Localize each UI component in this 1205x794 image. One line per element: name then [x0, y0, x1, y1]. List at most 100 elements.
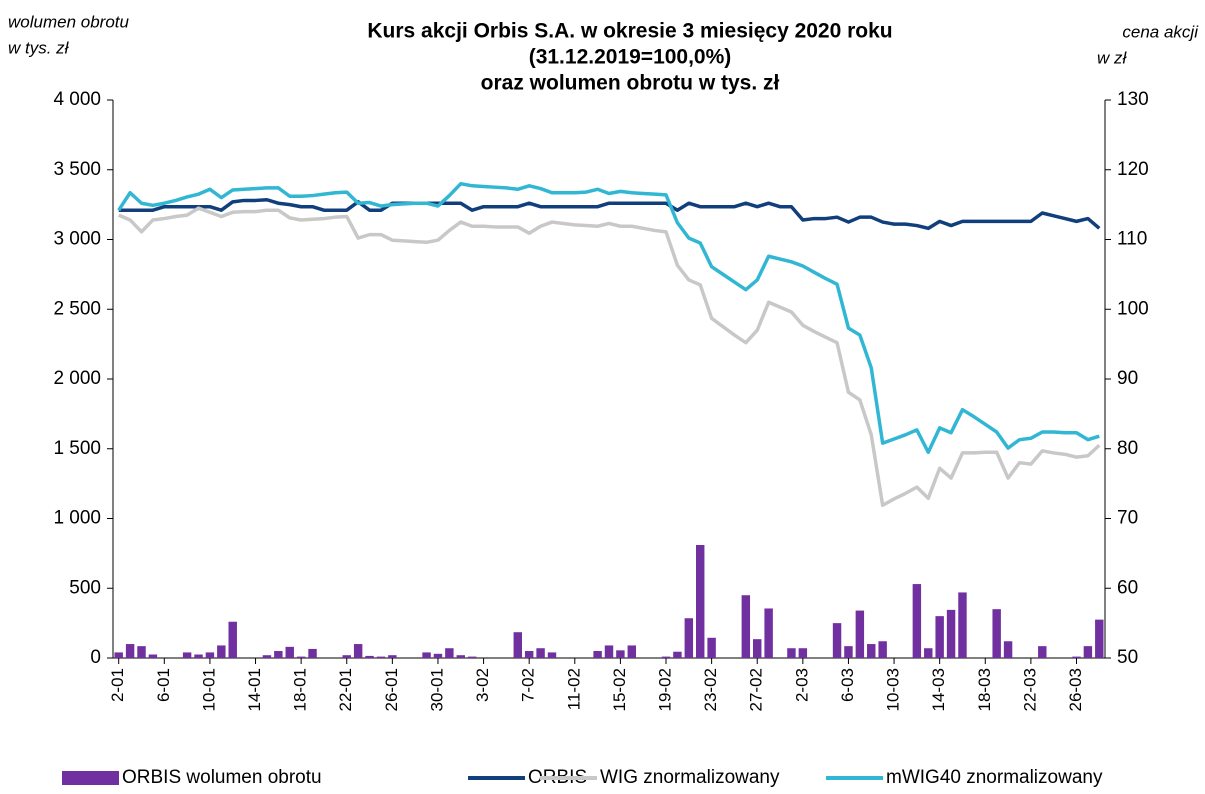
y-tick-label: 3 000 [53, 229, 101, 250]
bar [274, 651, 283, 658]
y-tick-label: 2 500 [53, 298, 101, 319]
x-tick-label: 30-01 [427, 668, 446, 711]
bar [376, 656, 386, 658]
bar [753, 639, 762, 658]
x-tick-label: 2-01 [108, 668, 127, 702]
bar [695, 545, 705, 658]
bar [536, 648, 545, 658]
bar [912, 584, 922, 658]
bar [114, 652, 123, 658]
bar [194, 654, 203, 658]
y2-tick-label: 120 [1117, 159, 1149, 180]
bar [547, 652, 557, 658]
x-tick-label: 14-03 [929, 668, 948, 711]
x-tick-label: 11-02 [564, 668, 583, 710]
y-tick-label: 4 000 [53, 89, 101, 110]
y2-tick-label: 90 [1117, 368, 1138, 389]
y-tick-label: 500 [69, 577, 101, 598]
x-tick-label: 14-01 [245, 668, 264, 711]
chart-title: (31.12.2019=100,0%) [529, 46, 732, 69]
bar [787, 648, 796, 658]
y2-tick-label: 100 [1117, 298, 1149, 319]
bar [456, 655, 465, 658]
y2-tick-label: 110 [1117, 229, 1147, 250]
y2-tick-label: 50 [1117, 647, 1138, 668]
x-tick-label: 10-01 [199, 668, 218, 711]
x-tick-label: 7-02 [519, 668, 538, 702]
x-tick-label: 6-01 [154, 668, 173, 702]
bar [445, 648, 454, 658]
y-axis-title: wolumen obrotu [8, 12, 130, 31]
bar [125, 644, 135, 658]
y-tick-label: 0 [90, 647, 101, 668]
y2-tick-label: 80 [1117, 438, 1138, 459]
y-axis-title: w tys. zł [8, 38, 70, 57]
bar [867, 644, 876, 658]
legend-swatch [62, 771, 119, 785]
x-tick-label: 15-02 [610, 668, 629, 711]
bar [228, 621, 237, 658]
bar [958, 592, 967, 658]
y2-tick-label: 60 [1117, 577, 1138, 598]
x-tick-label: 22-03 [1020, 668, 1039, 711]
x-tick-label: 26-03 [1066, 668, 1085, 711]
bar [205, 652, 215, 658]
line [118, 197, 1101, 231]
bar [627, 645, 637, 658]
bar [1003, 641, 1013, 658]
bar [832, 623, 842, 658]
y-tick-label: 1 000 [53, 508, 101, 529]
bar [296, 656, 306, 658]
bar [365, 655, 374, 658]
y2-tick-label: 130 [1117, 89, 1149, 110]
bar [513, 632, 523, 658]
line [117, 181, 1100, 454]
x-tick-label: 3-02 [473, 668, 492, 702]
x-tick-label: 18-01 [291, 668, 310, 711]
bar [684, 618, 694, 658]
bar [798, 648, 808, 658]
bar [308, 648, 317, 658]
bar [593, 651, 602, 658]
bar [1038, 646, 1047, 658]
bar [137, 646, 146, 658]
bar [353, 644, 363, 658]
bar [262, 655, 272, 658]
bar [616, 650, 625, 658]
bar [388, 655, 397, 658]
bar [604, 645, 614, 658]
x-tick-label: 19-02 [655, 668, 674, 711]
x-tick-label: 6-03 [838, 668, 857, 702]
bar [992, 609, 1001, 658]
bar [342, 655, 351, 658]
legend-label: WIG znormalizowany [600, 767, 780, 788]
x-tick-label: 10-03 [884, 668, 903, 711]
bar [946, 609, 956, 658]
bar [1095, 619, 1104, 658]
x-tick-label: 27-02 [747, 668, 766, 711]
y-tick-label: 3 500 [53, 159, 101, 180]
x-tick-label: 2-03 [792, 668, 811, 702]
y-tick-label: 1 500 [53, 438, 101, 459]
x-tick-label: 23-02 [701, 668, 720, 711]
legend-label: mWIG40 znormalizowany [886, 767, 1103, 788]
bar [924, 648, 933, 658]
bar [422, 652, 431, 658]
bar [935, 616, 944, 658]
y2-axis-title: w zł [1097, 48, 1128, 67]
bar [433, 653, 443, 658]
bar [217, 645, 226, 658]
bar [855, 610, 865, 658]
bar [285, 646, 294, 658]
bar [844, 646, 853, 658]
bar [524, 651, 534, 658]
bar [1072, 656, 1081, 658]
bar [467, 656, 477, 658]
x-tick-label: 26-01 [382, 668, 401, 711]
line [118, 206, 1101, 507]
bar [764, 608, 773, 658]
y2-axis-title: cena akcji [1122, 22, 1199, 41]
bar [878, 641, 887, 658]
bar [1083, 646, 1093, 658]
